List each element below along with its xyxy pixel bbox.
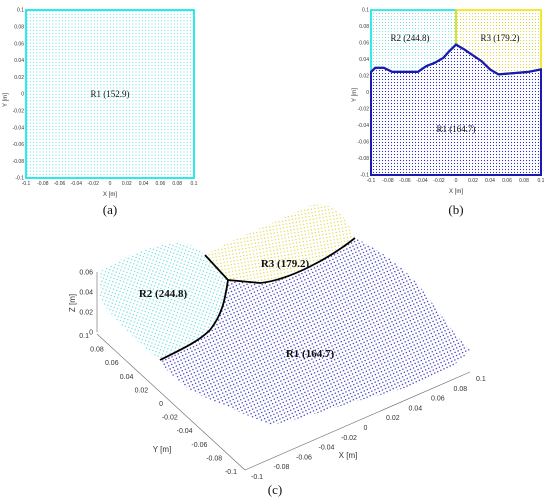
panel-b-x-tick-label: -0.1 — [367, 178, 376, 184]
panel-a-y-label: Y [m] — [3, 93, 9, 107]
panel-c-z-label: Z [m] — [68, 294, 77, 312]
panel-b-region-r1-label: R1 (164.7) — [437, 124, 476, 134]
panel-b-x-tick-label: 0.08 — [519, 178, 529, 184]
panel-c-x-tick-label: -0.1 — [251, 474, 263, 481]
panel-b-x-tick-label: -0.06 — [399, 178, 411, 184]
panel-c-y-tick-label: -0.06 — [191, 442, 207, 449]
panel-c-x-tick-label: -0.06 — [296, 454, 312, 461]
panel-a-chart: 0.1 0.08 0.06 0.04 0.02 0 -0.02 -0.04 -0.06 -0.08… — [3, 8, 198, 217]
panel-b-y-tick-label: 0.04 — [359, 57, 369, 63]
panel-c-x-tick-label: 0.1 — [476, 376, 486, 383]
panel-c-chart: 0.060.040.020 0.10.080.060.040.020-0.02-… — [68, 204, 486, 497]
panel-a-y-tick-label: -0.02 — [13, 109, 25, 115]
panel-b-y-tick-label: -0.04 — [358, 123, 370, 129]
panel-a-x-tick-label: -0.1 — [22, 181, 31, 187]
panel-b-x-tick-label: 0.1 — [538, 178, 545, 184]
panel-b-x-tick-label: 0 — [455, 178, 458, 184]
panel-a-x-tick-label: -0.02 — [87, 181, 99, 187]
panel-a-x-tick-label: 0.04 — [139, 181, 149, 187]
panel-c-region-r2-label: R2 (244.8) — [139, 288, 188, 300]
panel-b-y-tick-label: 0.02 — [359, 74, 369, 80]
panel-a-caption: (a) — [103, 202, 117, 217]
panel-a-x-tick-label: -0.04 — [71, 181, 83, 187]
panel-a-y-tick-label: 0.02 — [14, 75, 24, 81]
panel-b-y-ticks: 0.1 0.08 0.06 0.04 0.02 0 -0.02 -0.04 -0.06 -0.08… — [358, 8, 370, 179]
panel-c-region-r1-label: R1 (164.7) — [286, 348, 335, 360]
panel-b-x-tick-label: -0.04 — [416, 178, 428, 184]
panel-c-x-tick-label: 0.04 — [409, 405, 423, 412]
panel-c-y-tick-label: 0.1 — [79, 333, 89, 340]
panel-b-x-ticks: -0.1 -0.08 -0.06 -0.04 -0.02 0 0.02 0.04 0.06 0.0… — [367, 178, 545, 184]
panel-a-x-tick-label: 0.06 — [156, 181, 166, 187]
panel-c-y-tick-label: -0.02 — [162, 415, 178, 422]
panel-a-y-tick-label: 0.04 — [14, 58, 24, 64]
panel-b-x-tick-label: 0.04 — [485, 178, 495, 184]
panel-c-z-tick-label: 0 — [89, 330, 93, 337]
panel-c-x-tick-label: 0.06 — [431, 396, 445, 403]
panel-c-x-tick-label: 0.02 — [386, 415, 400, 422]
panel-a-y-tick-label: 0.08 — [14, 25, 24, 31]
panel-c-caption: (c) — [268, 482, 282, 497]
panel-b-y-tick-label: 0.1 — [362, 8, 369, 14]
panel-b-y-tick-label: 0.06 — [359, 41, 369, 47]
panel-a-region-r1-label: R1 (152.9) — [91, 89, 130, 99]
panel-c-y-tick-label: 0 — [159, 401, 163, 408]
panel-a-x-tick-label: 0.1 — [191, 181, 198, 187]
panel-a-y-tick-label: -0.04 — [13, 125, 25, 131]
panel-a-y-tick-label: 0.1 — [17, 8, 24, 14]
panel-c-x-tick-label: -0.02 — [341, 435, 357, 442]
panel-a-x-tick-label: -0.06 — [54, 181, 66, 187]
panel-c-y-label: Y [m] — [153, 445, 172, 454]
panel-c-z-tick-label: 0.02 — [79, 310, 93, 317]
panel-b-y-tick-label: -0.08 — [358, 156, 370, 162]
panel-a-x-ticks: -0.1 -0.08 -0.06 -0.04 -0.02 0 0.02 0.04 0.06 0.0… — [22, 181, 198, 187]
panel-c-y-tick-label: 0.02 — [135, 387, 149, 394]
panel-b-chart: 0.1 0.08 0.06 0.04 0.02 0 -0.02 -0.04 -0.06 -0.08… — [352, 8, 545, 217]
panel-b-x-tick-label: 0.06 — [502, 178, 512, 184]
panel-a-y-tick-label: 0 — [21, 92, 24, 98]
panel-a-y-tick-label: -0.06 — [13, 142, 25, 148]
panel-c-z-tick-label: 0.04 — [79, 290, 93, 297]
panel-b-y-tick-label: 0 — [366, 90, 369, 96]
panel-c-y-tick-label: -0.08 — [206, 455, 222, 462]
panel-a-x-label: X [m] — [103, 192, 117, 198]
panel-c-x-label: X [m] — [339, 451, 358, 460]
panel-b-y-tick-label: -0.02 — [358, 107, 370, 113]
panel-b-caption: (b) — [448, 202, 463, 217]
panel-c-x-tick-label: 0.08 — [454, 386, 468, 393]
panel-c-region-r3-label: R3 (179.2) — [261, 258, 310, 270]
panel-c-y-tick-label: 0.08 — [90, 347, 104, 354]
panel-c-z-tick-label: 0.06 — [79, 270, 93, 277]
panel-a-y-tick-label: -0.08 — [13, 159, 25, 165]
panel-b-x-tick-label: -0.02 — [433, 178, 445, 184]
panel-c-y-tick-label: 0.04 — [120, 374, 134, 381]
panel-c-y-tick-label: -0.1 — [225, 469, 237, 476]
panel-b-y-tick-label: -0.06 — [358, 140, 370, 146]
panel-b-y-label: Y [m] — [352, 88, 358, 102]
panel-b-region-r3-label: R3 (179.2) — [481, 33, 520, 43]
panel-c-x-tick-label: -0.08 — [274, 464, 290, 471]
panel-b-x-tick-label: 0.02 — [468, 178, 478, 184]
panel-c-z-ticks: 0.06 0.04 0.02 0 — [79, 270, 93, 337]
panel-a-y-ticks: 0.1 0.08 0.06 0.04 0.02 0 -0.02 -0.04 -0.06 -0.08… — [13, 8, 25, 182]
panel-a-y-tick-label: 0.06 — [14, 41, 24, 47]
panel-b-x-tick-label: -0.08 — [382, 178, 394, 184]
panel-a-x-tick-label: 0.02 — [122, 181, 132, 187]
panel-c-y-tick-label: 0.06 — [105, 360, 119, 367]
panel-a-x-tick-label: 0.08 — [172, 181, 182, 187]
panel-a-x-tick-label: 0 — [109, 181, 112, 187]
panel-c-y-tick-label: -0.04 — [177, 428, 193, 435]
panel-b-y-tick-label: 0.08 — [359, 24, 369, 30]
panel-a-x-tick-label: -0.08 — [37, 181, 49, 187]
panel-b-x-label: X [m] — [449, 189, 463, 195]
panel-c-x-tick-label: -0.04 — [319, 445, 335, 452]
panel-b-region-r2-label: R2 (244.8) — [391, 33, 430, 43]
panel-c-x-tick-label: 0 — [364, 425, 368, 432]
